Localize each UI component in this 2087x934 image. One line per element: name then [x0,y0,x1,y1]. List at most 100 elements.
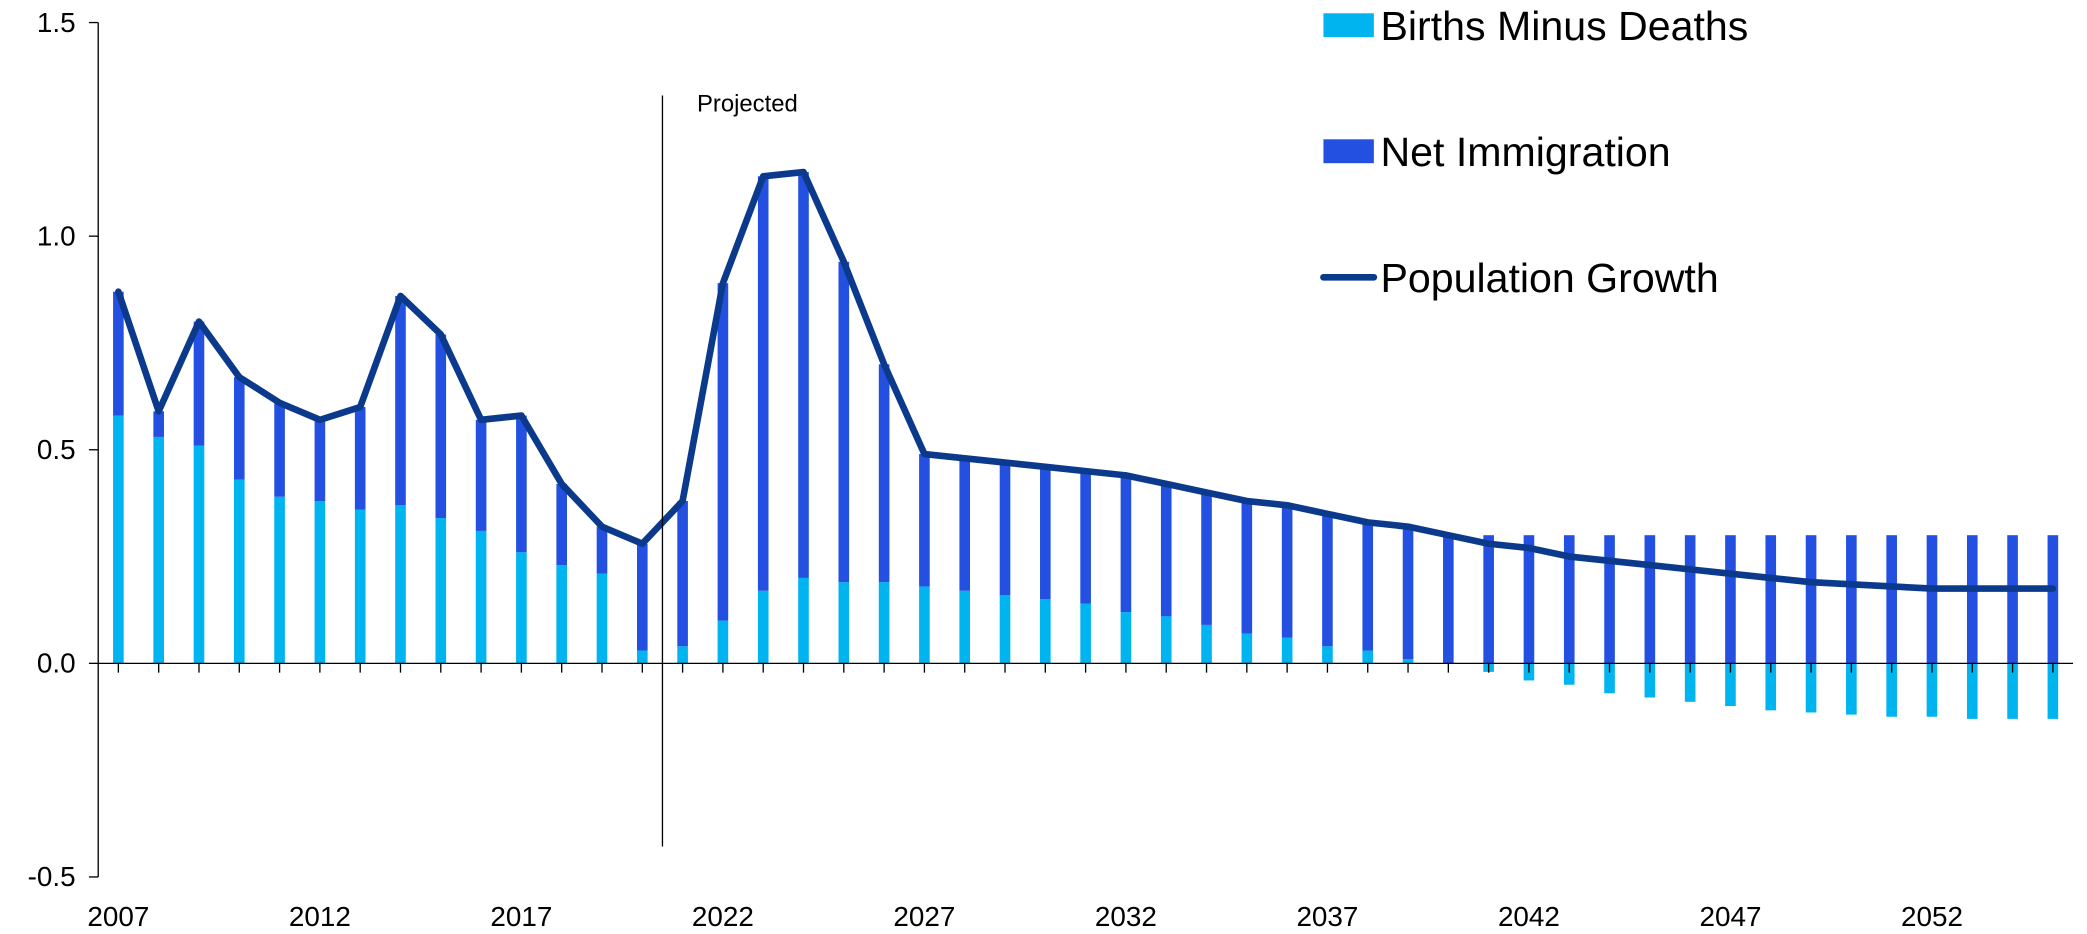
bar [1684,663,1696,702]
bar [314,419,326,502]
bar [838,582,850,664]
bar [878,364,890,583]
bar [2007,535,2018,664]
bar [677,646,688,664]
bar [516,552,527,664]
x-tick-label: 2022 [692,901,754,932]
y-tick-label: 1.5 [37,7,76,38]
legend-label: Net Immigration [1380,129,1670,175]
bar [193,445,205,664]
x-tick-label: 2042 [1498,901,1560,932]
bar [1362,650,1374,664]
bar [1040,466,1051,600]
bar [1805,535,1817,664]
bar [1523,535,1535,664]
legend-swatch [1323,13,1374,38]
x-tick-label: 2017 [490,901,552,932]
bar [798,577,809,664]
bar [233,377,245,480]
bar [113,415,124,664]
x-tick-label: 2027 [893,901,955,932]
bar [1241,633,1253,664]
bar [2007,663,2018,719]
bar [838,261,850,583]
bar [233,479,245,664]
bar [2047,535,2059,664]
bar [1160,616,1172,664]
bar [999,595,1011,664]
bar [395,505,406,664]
bar [274,402,285,497]
bar [314,501,326,664]
bar [1241,501,1253,634]
bar [1563,663,1575,685]
legend-swatch [1323,139,1374,164]
bar [1322,513,1333,647]
bar [354,509,366,664]
bar [1362,522,1374,651]
bar [717,620,729,664]
bar [1201,624,1212,664]
y-tick-label: 0.0 [37,648,76,679]
bar [999,462,1011,596]
bar [435,334,447,519]
bar [677,501,688,647]
bar [556,483,568,566]
bar [959,458,971,591]
x-tick-label: 2012 [289,901,351,932]
bar [274,496,285,664]
x-tick-label: 2007 [87,901,149,932]
bar [475,419,487,531]
bar [1201,492,1212,625]
bar [193,321,205,446]
bar [1120,612,1132,664]
bar [1160,483,1172,617]
legend-label: Births Minus Deaths [1380,3,1748,49]
bar [1604,535,1615,664]
x-tick-label: 2037 [1296,901,1358,932]
bar [2047,663,2059,719]
y-tick-label: 0.5 [37,434,76,465]
bar [153,436,164,664]
bar [1281,637,1293,664]
bar [1080,471,1091,604]
bar [1120,475,1132,613]
bar [354,407,366,510]
bar [596,573,608,664]
bar [878,582,890,664]
bar [1886,535,1897,664]
bar [636,650,648,664]
bar [1725,535,1736,664]
bar [1483,535,1494,664]
bar [1846,535,1857,664]
bar [1563,535,1575,664]
bar [475,530,487,664]
bar [636,543,648,651]
bar [757,176,769,591]
bar [1322,646,1333,664]
bar [1281,505,1293,638]
x-tick-label: 2032 [1095,901,1157,932]
bar [596,526,608,574]
bar [919,586,930,664]
bar [1443,535,1454,664]
bar [1886,663,1897,717]
bar [1765,663,1777,711]
bar [1926,663,1938,717]
bar [1644,535,1656,664]
bar [1765,535,1777,664]
bar [395,295,406,506]
bar [757,590,769,664]
bar [1604,663,1615,694]
annotation-label: Projected [697,90,798,117]
bar [1725,663,1736,707]
bar [1402,526,1414,660]
bar [1080,603,1091,664]
bar [153,411,164,437]
line [115,168,2057,592]
x-tick-label: 2052 [1901,901,1963,932]
bar [1926,535,1938,664]
bar [1846,663,1857,715]
